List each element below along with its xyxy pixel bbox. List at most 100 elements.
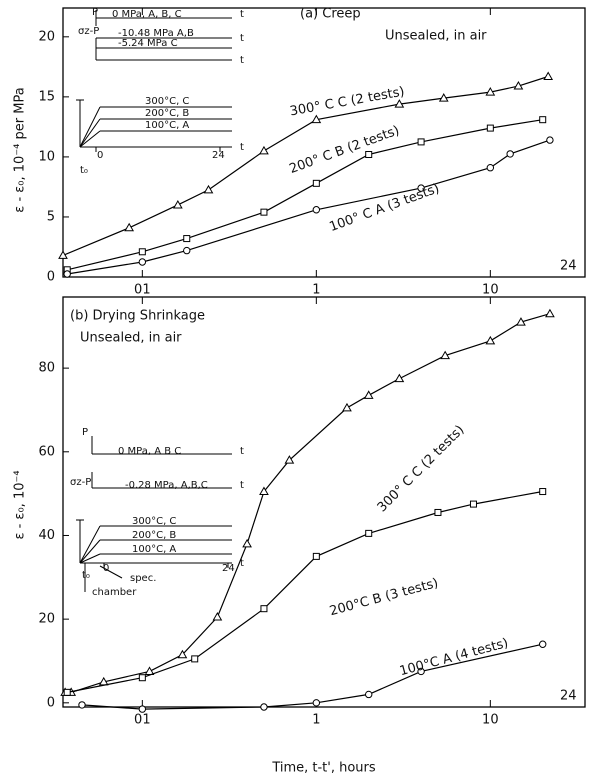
panel-subtitle: Unsealed, in air [80, 331, 182, 346]
annotation: t [240, 33, 244, 44]
marker-circle [260, 703, 268, 711]
marker-triangle [516, 317, 526, 326]
marker-circle [183, 246, 191, 255]
x-tick-label: 01 [134, 713, 151, 728]
marker-circle [138, 705, 147, 713]
series-line [67, 119, 543, 271]
x-tick-label: 01 [134, 283, 151, 298]
series-label: 100°C A (4 tests) [398, 636, 510, 679]
series-label: 200°C B (3 tests) [328, 576, 440, 619]
y-tick-label: 80 [38, 361, 55, 376]
annotation: spec. [130, 573, 156, 584]
marker-square [260, 605, 268, 613]
marker-triangle [485, 87, 496, 96]
x-tick-label: 10 [482, 713, 499, 728]
annotation: P [82, 427, 88, 438]
y-tick-label: 5 [47, 209, 55, 224]
annotation: 0 [103, 563, 109, 574]
series-line [67, 139, 551, 275]
marker-triangle [259, 145, 269, 155]
annotation: 24 [560, 689, 577, 704]
marker-circle [486, 164, 495, 172]
annotation: t [240, 558, 244, 569]
marker-triangle [394, 99, 405, 108]
marker-square [138, 248, 146, 256]
annotation: 24 [212, 150, 225, 161]
inset-line [79, 539, 101, 564]
marker-square [539, 488, 547, 496]
annotation: t [240, 446, 244, 457]
marker-triangle [177, 649, 188, 659]
marker-square [434, 508, 442, 516]
y-tick-label: 15 [38, 89, 55, 104]
marker-triangle [545, 308, 555, 318]
marker-triangle [259, 486, 269, 496]
marker-circle [546, 136, 554, 144]
x-tick-label: 1 [312, 283, 320, 298]
marker-circle [506, 150, 514, 158]
marker-square [183, 235, 191, 243]
series-label: 100° C A (3 tests) [327, 181, 441, 235]
marker-triangle [513, 81, 524, 90]
annotation: P [92, 7, 98, 18]
marker-square [312, 179, 320, 187]
marker-triangle [342, 402, 352, 412]
marker-triangle [363, 390, 374, 399]
x-tick-label: 1 [312, 713, 320, 728]
annotation: t [240, 9, 244, 20]
marker-circle [365, 690, 373, 699]
marker-triangle [543, 71, 554, 80]
marker-triangle [242, 538, 252, 548]
marker-square [312, 552, 320, 560]
annotation: 0 MPa, A B C [118, 446, 181, 457]
marker-triangle [124, 222, 135, 232]
marker-circle [63, 270, 71, 278]
marker-square [539, 116, 547, 124]
y-axis-label: ε - ε₀, 10⁻⁴ [13, 470, 28, 539]
marker-triangle [311, 114, 322, 124]
annotation: 200°C, B [132, 530, 176, 541]
annotation: t₀ [80, 165, 88, 176]
annotation: 100°C, A [145, 120, 189, 131]
marker-triangle [394, 373, 405, 383]
marker-triangle [144, 666, 155, 675]
y-tick-label: 40 [38, 528, 55, 543]
inset-line [79, 525, 101, 564]
marker-circle [312, 206, 321, 214]
annotation: σz-P [78, 26, 99, 37]
marker-circle [417, 667, 425, 676]
y-tick-label: 0 [47, 695, 55, 710]
y-tick-label: 20 [38, 29, 55, 44]
inset-line [79, 106, 101, 148]
y-axis-label: ε - ε₀, 10⁻⁴ per MPa [13, 87, 28, 212]
marker-triangle [284, 455, 295, 464]
plot-frame [62, 296, 586, 708]
series-label: 300° C C (2 tests) [375, 423, 468, 516]
marker-square [417, 138, 425, 146]
marker-square [191, 655, 199, 663]
y-tick-label: 60 [38, 444, 55, 459]
y-tick-label: 20 [38, 612, 55, 627]
annotation: t [240, 142, 244, 153]
marker-circle [312, 699, 321, 707]
annotation: t [240, 480, 244, 491]
annotation: -10.48 MPa A,B [118, 28, 194, 39]
y-tick-label: 0 [47, 270, 55, 285]
inset-line [79, 130, 101, 148]
marker-triangle [440, 350, 451, 360]
marker-circle [417, 184, 425, 192]
marker-square [469, 500, 477, 508]
annotation: 0 MPa, A, B, C [112, 9, 182, 20]
annotation: t [240, 55, 244, 66]
marker-triangle [438, 93, 449, 102]
annotation: 24 [560, 259, 577, 274]
series-line [65, 313, 551, 693]
annotation: -5.24 MPa C [118, 38, 178, 49]
marker-square [63, 688, 71, 696]
annotation: -0.28 MPa, A,B,C [125, 480, 208, 491]
y-tick-label: 10 [38, 149, 55, 164]
annotation: 300°C, C [132, 516, 176, 527]
inset-line [79, 118, 101, 148]
annotation: t₀ [82, 570, 90, 581]
